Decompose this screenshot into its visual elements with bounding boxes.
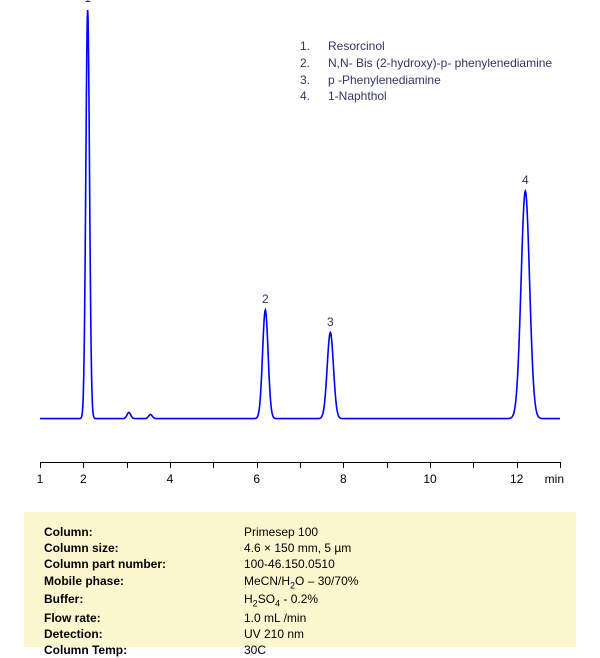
param-label: Detection: — [44, 626, 244, 642]
x-tick — [300, 462, 301, 468]
peak-label-2: 2 — [262, 292, 269, 306]
x-tick-label: 2 — [80, 472, 87, 486]
x-axis: min 124681012 — [20, 462, 580, 502]
chromatogram-chart: 1.Resorcinol2.N,N- Bis (2-hydroxy)-p- ph… — [20, 10, 580, 450]
x-tick — [40, 462, 41, 468]
legend-num: 3. — [300, 72, 328, 89]
param-value: 30C — [244, 642, 266, 658]
param-label: Buffer: — [44, 591, 244, 610]
param-label: Column size: — [44, 540, 244, 556]
legend-item: 4.1-Naphthol — [300, 88, 552, 105]
x-tick-label: 1 — [37, 472, 44, 486]
param-value: UV 210 nm — [244, 626, 304, 642]
param-row: Column size:4.6 × 150 mm, 5 µm — [44, 540, 556, 556]
peak-label-1: 1 — [84, 0, 91, 5]
legend-text: Resorcinol — [328, 38, 385, 55]
x-axis-unit: min — [545, 472, 564, 486]
param-label: Column part number: — [44, 556, 244, 572]
x-tick-label: 12 — [510, 472, 523, 486]
legend-text: N,N- Bis (2-hydroxy)-p- phenylenediamine — [328, 55, 552, 72]
x-tick — [257, 462, 258, 468]
param-label: Mobile phase: — [44, 573, 244, 592]
param-value: 1.0 mL /min — [244, 610, 306, 626]
param-row: Flow rate:1.0 mL /min — [44, 610, 556, 626]
x-tick — [127, 462, 128, 468]
param-value: 4.6 × 150 mm, 5 µm — [244, 540, 351, 556]
x-tick-label: 4 — [167, 472, 174, 486]
x-tick — [387, 462, 388, 468]
x-tick — [83, 462, 84, 468]
param-value: Primesep 100 — [244, 524, 318, 540]
x-tick-label: 8 — [340, 472, 347, 486]
param-row: Column part number:100-46.150.0510 — [44, 556, 556, 572]
legend-item: 3.p -Phenylenediamine — [300, 72, 552, 89]
param-row: Column Temp:30C — [44, 642, 556, 658]
x-tick-label: 10 — [423, 472, 436, 486]
param-row: Buffer:H2SO4 - 0.2% — [44, 591, 556, 610]
param-label: Flow rate: — [44, 610, 244, 626]
peak-legend: 1.Resorcinol2.N,N- Bis (2-hydroxy)-p- ph… — [300, 38, 552, 105]
param-row: Detection:UV 210 nm — [44, 626, 556, 642]
x-tick — [473, 462, 474, 468]
param-value: H2SO4 - 0.2% — [244, 591, 318, 610]
x-tick — [430, 462, 431, 468]
peak-label-3: 3 — [327, 315, 334, 329]
x-tick — [343, 462, 344, 468]
legend-num: 2. — [300, 55, 328, 72]
param-label: Column: — [44, 524, 244, 540]
x-tick-label: 6 — [253, 472, 260, 486]
legend-text: 1-Naphthol — [328, 88, 387, 105]
param-row: Mobile phase:MeCN/H2O – 30/70% — [44, 573, 556, 592]
legend-text: p -Phenylenediamine — [328, 72, 441, 89]
param-row: Column:Primesep 100 — [44, 524, 556, 540]
param-label: Column Temp: — [44, 642, 244, 658]
param-value: MeCN/H2O – 30/70% — [244, 573, 358, 592]
legend-item: 2.N,N- Bis (2-hydroxy)-p- phenylenediami… — [300, 55, 552, 72]
param-value: 100-46.150.0510 — [244, 556, 335, 572]
x-tick — [213, 462, 214, 468]
parameters-panel: Column:Primesep 100Column size:4.6 × 150… — [24, 512, 576, 647]
legend-item: 1.Resorcinol — [300, 38, 552, 55]
x-tick — [517, 462, 518, 468]
legend-num: 1. — [300, 38, 328, 55]
x-tick — [560, 462, 561, 468]
legend-num: 4. — [300, 88, 328, 105]
x-tick — [170, 462, 171, 468]
peak-label-4: 4 — [522, 173, 529, 187]
